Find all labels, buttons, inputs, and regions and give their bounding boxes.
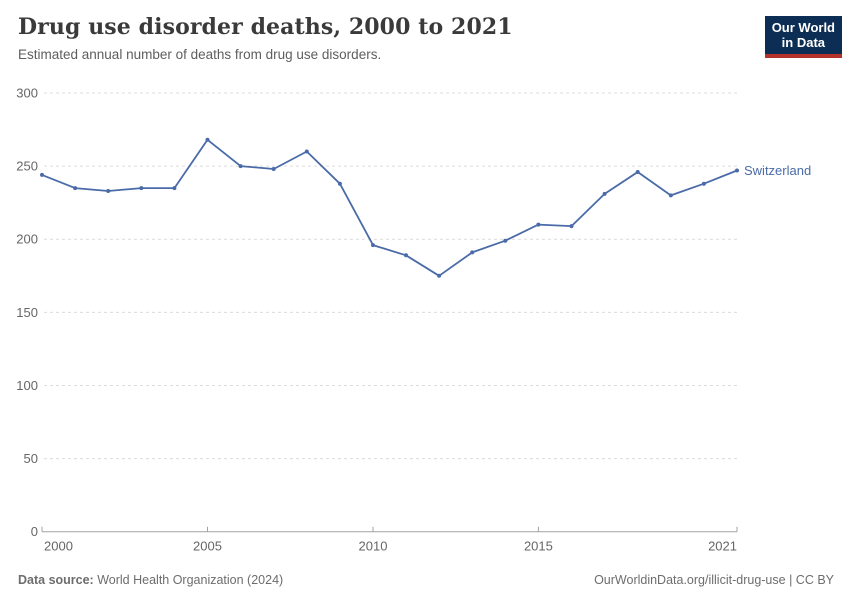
chart-footer: Data source: World Health Organization (…	[18, 573, 834, 587]
footer-separator: |	[785, 573, 796, 587]
data-point-marker[interactable]	[668, 193, 673, 198]
y-axis-tick-label: 0	[31, 524, 38, 539]
data-point-marker[interactable]	[536, 222, 541, 227]
data-point-marker[interactable]	[337, 181, 342, 186]
data-point-marker[interactable]	[172, 186, 177, 191]
data-point-marker[interactable]	[73, 186, 78, 191]
x-axis-tick-label: 2000	[44, 539, 73, 554]
data-point-marker[interactable]	[404, 253, 408, 258]
y-axis-tick-label: 300	[16, 86, 38, 101]
owid-logo-line1: Our World	[771, 20, 835, 35]
y-axis-tick-label: 250	[16, 159, 38, 174]
data-point-marker[interactable]	[470, 250, 475, 255]
data-point-marker[interactable]	[602, 191, 607, 196]
data-point-marker[interactable]	[205, 137, 210, 142]
data-point-marker[interactable]	[304, 149, 309, 154]
chart-header: Drug use disorder deaths, 2000 to 2021 E…	[18, 14, 750, 63]
owid-logo[interactable]: Our World in Data	[764, 16, 842, 58]
footer-license: OurWorldinData.org/illicit-drug-use | CC…	[594, 573, 834, 587]
data-source-value: World Health Organization (2024)	[97, 573, 284, 587]
x-axis-tick-label: 2021	[708, 539, 737, 554]
data-point-marker[interactable]	[503, 238, 508, 243]
owid-logo-line2: in Data	[781, 35, 826, 51]
data-point-marker[interactable]	[139, 186, 144, 191]
y-axis-tick-label: 100	[16, 378, 38, 393]
x-axis-tick-label: 2005	[193, 539, 222, 554]
y-axis-tick-label: 200	[16, 232, 38, 247]
license-text: CC BY	[795, 573, 834, 587]
data-source: Data source: World Health Organization (…	[18, 573, 283, 587]
data-source-label: Data source:	[18, 573, 94, 587]
footer-url-link[interactable]: OurWorldinData.org/illicit-drug-use	[594, 573, 786, 587]
data-point-marker[interactable]	[106, 189, 111, 193]
chart-title: Drug use disorder deaths, 2000 to 2021	[18, 14, 513, 40]
data-point-marker[interactable]	[238, 164, 243, 169]
chart-subtitle: Estimated annual number of deaths from d…	[18, 47, 382, 63]
data-point-marker[interactable]	[437, 273, 442, 278]
series-line-switzerland[interactable]	[41, 138, 738, 277]
data-point-marker[interactable]	[635, 170, 640, 174]
entity-label-switzerland[interactable]: Switzerland	[744, 163, 811, 178]
data-point-marker[interactable]	[40, 172, 44, 177]
x-axis-tick-label: 2015	[524, 539, 553, 554]
data-point-marker[interactable]	[701, 181, 706, 186]
y-axis-tick-label: 50	[24, 451, 38, 466]
data-point-marker[interactable]	[569, 224, 574, 229]
y-axis-tick-label: 150	[16, 305, 38, 320]
data-point-marker[interactable]	[735, 168, 739, 173]
x-axis-tick-label: 2010	[359, 539, 388, 554]
data-point-marker[interactable]	[371, 243, 375, 248]
data-point-marker[interactable]	[271, 167, 276, 171]
